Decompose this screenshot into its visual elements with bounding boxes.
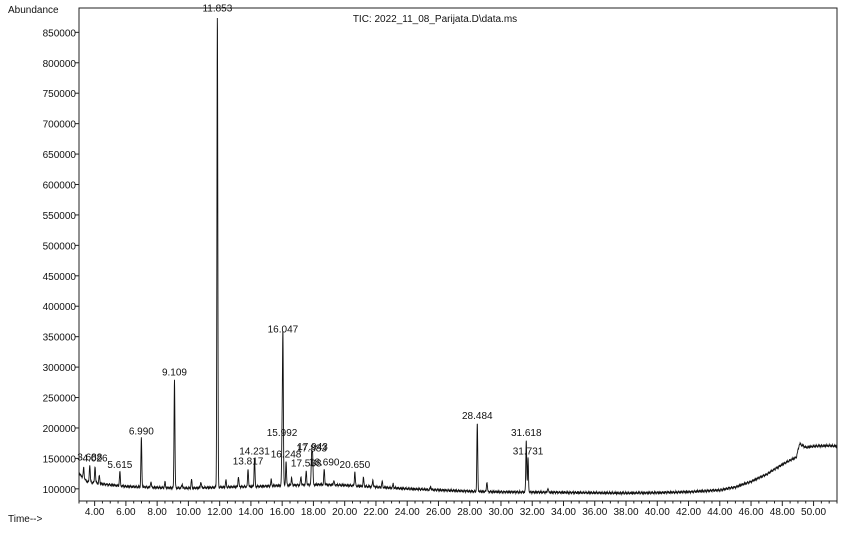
x-tick-label: 38.00 — [613, 507, 638, 518]
x-tick-label: 50.00 — [801, 507, 826, 518]
peak-label: 5.615 — [107, 460, 132, 471]
y-tick-label: 700000 — [43, 120, 77, 131]
peak-label: 17.883 — [296, 443, 327, 454]
x-tick-label: 28.00 — [457, 507, 482, 518]
peak-label: 3.688 — [77, 452, 102, 463]
y-tick-label: 150000 — [43, 454, 77, 465]
y-tick-label: 200000 — [43, 424, 77, 435]
peak-label: 6.990 — [129, 426, 154, 437]
peak-label: 28.484 — [462, 411, 493, 422]
x-axis-title: Time--> — [8, 514, 43, 525]
x-tick-label: 30.00 — [488, 507, 513, 518]
y-tick-label: 650000 — [43, 150, 77, 161]
y-tick-label: 400000 — [43, 302, 77, 313]
y-tick-label: 750000 — [43, 89, 77, 100]
y-tick-label: 600000 — [43, 181, 77, 192]
peak-label: 16.047 — [268, 325, 299, 336]
peak-label: 4.026 — [83, 454, 108, 465]
plot-frame — [78, 7, 838, 502]
x-tick-label: 8.00 — [147, 507, 167, 518]
x-tick-label: 22.00 — [363, 507, 388, 518]
x-tick-label: 40.00 — [645, 507, 670, 518]
trace-layer — [78, 17, 838, 497]
x-tick-label: 48.00 — [770, 507, 795, 518]
peak-label: 11.853 — [202, 3, 232, 14]
x-tick-label: 16.00 — [270, 507, 295, 518]
x-tick-label: 44.00 — [707, 507, 732, 518]
peak-label: 15.992 — [267, 428, 298, 439]
y-tick-label: 450000 — [43, 272, 77, 283]
x-tick-label: 20.00 — [332, 507, 357, 518]
y-tick-label: 800000 — [43, 59, 77, 70]
x-tick-label: 34.00 — [551, 507, 576, 518]
x-tick-label: 10.00 — [176, 507, 201, 518]
y-tick-label: 850000 — [43, 28, 77, 39]
y-tick-label: 100000 — [43, 485, 77, 496]
y-axis: 100000 150000 200000 250000 300000 350000 4000… — [43, 28, 79, 496]
y-tick-label: 550000 — [43, 211, 77, 222]
peak-label: 13.817 — [233, 457, 264, 468]
x-tick-label: 4.00 — [85, 507, 105, 518]
peak-label: 31.618 — [511, 428, 542, 439]
x-tick-label: 14.00 — [238, 507, 263, 518]
tic-trace-line — [78, 17, 838, 497]
x-tick-label: 26.00 — [426, 507, 451, 518]
x-tick-label: 32.00 — [520, 507, 545, 518]
peak-label: 17.943 — [297, 442, 328, 453]
x-axis: 4.00 6.00 8.00 10.00 12.00 14.00 16.00 18.00 20.… — [78, 501, 838, 518]
y-tick-label: 350000 — [43, 333, 77, 344]
chart-title: TIC: 2022_11_08_Parijata.D\data.ms — [353, 14, 517, 25]
x-tick-label: 24.00 — [395, 507, 420, 518]
peak-label: 16.248 — [271, 449, 302, 460]
x-tick-label: 18.00 — [301, 507, 326, 518]
peak-label: 18.690 — [309, 457, 340, 468]
peak-label: 14.231 — [239, 446, 270, 457]
y-tick-label: 500000 — [43, 241, 77, 252]
x-tick-label: 46.00 — [739, 507, 764, 518]
y-axis-title: Abundance — [8, 5, 59, 16]
peak-label: 17.538 — [291, 459, 322, 470]
peak-label: 9.109 — [162, 367, 187, 378]
x-tick-label: 12.00 — [207, 507, 232, 518]
peak-label: 20.650 — [340, 460, 371, 471]
peak-label: 31.731 — [513, 446, 544, 457]
x-tick-label: 36.00 — [582, 507, 607, 518]
x-tick-label: 6.00 — [116, 507, 136, 518]
x-tick-label: 42.00 — [676, 507, 701, 518]
y-tick-label: 250000 — [43, 394, 77, 405]
y-tick-label: 300000 — [43, 363, 77, 374]
